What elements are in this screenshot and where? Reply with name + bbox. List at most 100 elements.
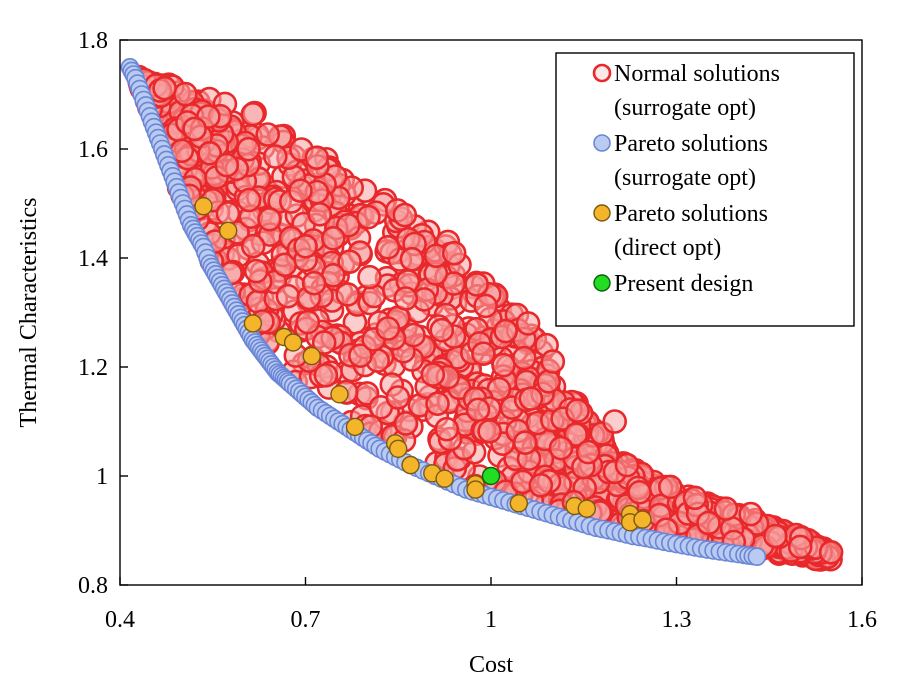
normal-solution-point <box>511 345 537 371</box>
normal-solution-point <box>763 523 788 549</box>
normal-solution-point <box>337 249 362 275</box>
normal-solution-point <box>293 234 318 259</box>
legend-label: Pareto solutions <box>614 131 768 157</box>
normal-solution-point <box>240 102 266 127</box>
normal-solution-point <box>295 309 321 335</box>
normal-solution-point <box>255 122 281 147</box>
normal-solution-point <box>420 362 446 387</box>
y-tick-label: 1.2 <box>78 355 108 381</box>
pareto-direct-point <box>509 494 528 513</box>
y-tick-label: 1 <box>96 464 108 490</box>
normal-solution-point <box>787 534 813 560</box>
normal-solution-point <box>375 235 401 260</box>
y-tick-label: 0.8 <box>78 573 108 599</box>
normal-solution-point <box>307 202 333 227</box>
normal-solution-point <box>473 293 498 319</box>
normal-solution-point <box>152 75 177 101</box>
normal-solution-point <box>173 81 198 107</box>
normal-solution-point <box>477 418 502 444</box>
legend-label: (surrogate opt) <box>614 165 756 191</box>
pareto-direct-series <box>194 196 652 532</box>
normal-solution-point <box>627 479 652 505</box>
normal-solution-point <box>536 369 562 394</box>
pareto-surrogate-series <box>120 58 767 567</box>
normal-solutions-series <box>126 64 844 572</box>
pareto-direct-point <box>466 480 485 499</box>
normal-solution-point <box>713 496 739 522</box>
y-axis-title: Thermal Characteristics <box>16 198 42 428</box>
normal-solution-point <box>236 136 261 162</box>
legend-label: Normal solutions <box>614 61 780 87</box>
normal-solution-point <box>240 233 266 259</box>
legend-marker-normal <box>592 63 612 83</box>
normal-solution-point <box>311 330 337 355</box>
normal-solution-point <box>356 204 381 230</box>
x-tick-label: 1.6 <box>847 607 877 633</box>
normal-solution-point <box>304 145 330 170</box>
normal-solution-point <box>518 386 544 411</box>
normal-solution-point <box>464 272 489 297</box>
normal-solution-point <box>657 474 683 500</box>
pareto-direct-point <box>194 196 213 216</box>
legend: Normal solutions (surrogate opt) Pareto so… <box>555 52 855 327</box>
pareto-direct-point <box>389 439 408 458</box>
normal-solution-point <box>441 240 467 266</box>
normal-solution-point <box>540 349 566 374</box>
normal-solution-point <box>357 264 382 290</box>
pareto-direct-point <box>218 221 238 241</box>
normal-solution-point <box>818 539 844 565</box>
normal-solution-point <box>515 311 541 336</box>
normal-solution-point <box>682 485 708 511</box>
normal-solution-point <box>465 397 491 423</box>
normal-solution-point <box>215 201 241 226</box>
x-tick-label: 0.7 <box>291 607 321 633</box>
y-tick-label: 1.6 <box>78 137 108 163</box>
legend-label: (surrogate opt) <box>614 95 756 121</box>
normal-solution-point <box>214 152 240 178</box>
normal-solution-point <box>288 178 313 203</box>
normal-solution-point <box>491 352 516 378</box>
axes: 0.4 0.7 1 1.3 1.6 0.8 1 1.2 1.4 1.6 1.8 <box>78 28 877 633</box>
normal-solution-point <box>399 246 425 272</box>
pareto-direct-point <box>330 385 349 404</box>
y-tick-label: 1.4 <box>78 246 108 272</box>
legend-label: (direct opt) <box>614 235 721 261</box>
normal-solution-point <box>275 283 301 309</box>
normal-solution-point <box>393 286 419 311</box>
normal-solution-point <box>434 416 460 442</box>
normal-solution-point <box>348 343 373 369</box>
y-tick-label: 1.8 <box>78 28 108 54</box>
normal-solution-point <box>236 187 262 213</box>
x-axis-title: Cost <box>469 652 513 678</box>
normal-solution-point <box>257 207 282 232</box>
normal-solution-point <box>512 430 538 456</box>
pareto-direct-point <box>435 469 454 488</box>
normal-solution-point <box>565 398 590 423</box>
normal-solution-point <box>320 226 346 251</box>
x-tick-label: 1 <box>485 607 497 633</box>
normal-solution-point <box>301 270 327 296</box>
normal-solution-point <box>392 202 418 228</box>
pareto-direct-point <box>401 455 420 475</box>
normal-solution-point <box>425 391 450 417</box>
normal-solution-point <box>429 317 455 343</box>
pareto-direct-point <box>302 346 321 366</box>
legend-marker-pareto-direct <box>593 204 611 222</box>
x-tick-label: 1.3 <box>662 607 692 633</box>
pareto-surrogate-point <box>747 547 767 567</box>
present-design-point <box>481 466 501 486</box>
normal-solution-point <box>182 116 207 142</box>
normal-solution-point <box>696 510 721 536</box>
normal-solution-point <box>375 316 401 341</box>
pareto-direct-point <box>577 499 596 518</box>
normal-solution-point <box>602 409 628 434</box>
normal-solution-point <box>493 318 519 344</box>
normal-solution-point <box>393 411 419 436</box>
present-design-series <box>481 466 501 486</box>
pareto-direct-point <box>345 417 365 437</box>
normal-solution-point <box>335 282 361 307</box>
normal-solution-point <box>528 472 554 498</box>
normal-solution-point <box>614 452 640 478</box>
